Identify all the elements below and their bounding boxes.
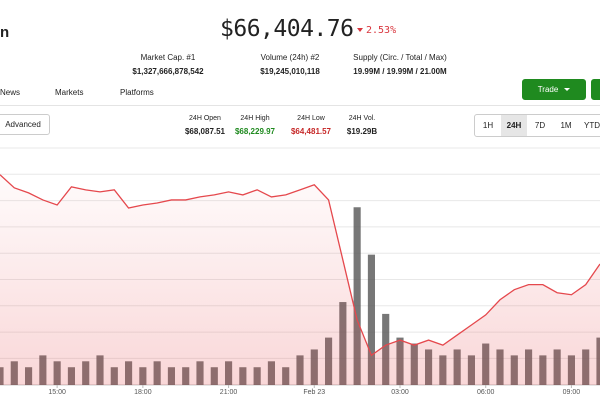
stat-label: Volume (24h) #2: [260, 53, 320, 62]
trade-button[interactable]: Trade: [522, 79, 586, 100]
volume-bar: [367, 254, 375, 385]
ohlc-stat: 24H Vol. $19.29B: [332, 115, 392, 136]
tab[interactable]: Platforms: [120, 88, 154, 97]
stat-value: $19,245,010,118: [260, 67, 320, 76]
range-button[interactable]: YTD: [584, 121, 600, 130]
tab[interactable]: Markets: [55, 88, 84, 97]
ohlc-stat: 24H Open $68,087.51: [175, 115, 235, 136]
ohlc-value: $68,229.97: [234, 127, 276, 136]
range-button[interactable]: 1M: [560, 121, 572, 130]
divider: [0, 105, 600, 106]
price-line: [0, 174, 600, 357]
ohlc-stat: 24H Low $64,481.57: [281, 115, 341, 136]
range-button[interactable]: 1H: [482, 121, 494, 130]
ohlc-label: 24H High: [240, 115, 270, 122]
advanced-button[interactable]: Advanced: [0, 114, 50, 135]
stat-value: 19.99M / 19.99M / 21.00M: [353, 67, 447, 76]
x-tick-label: 09:00: [563, 389, 581, 396]
x-tick-label: 21:00: [220, 389, 238, 396]
price-change: 2.53%: [366, 25, 397, 36]
x-tick-label: 15:00: [48, 389, 66, 396]
range-button[interactable]: 7D: [534, 121, 546, 130]
stat: Supply (Circ. / Total / Max) 19.99M / 19.…: [330, 53, 470, 76]
ohlc-value: $19.29B: [346, 127, 378, 136]
stat-label: Supply (Circ. / Total / Max): [353, 53, 447, 62]
volume-bar: [353, 207, 361, 385]
secondary-button[interactable]: [591, 79, 600, 100]
price-area: [0, 174, 600, 385]
ohlc-label: 24H Low: [297, 115, 325, 122]
caret-icon: [564, 87, 571, 91]
button-label: Trade: [537, 85, 559, 94]
ohlc-value: $64,481.57: [290, 127, 332, 136]
current-price: $66,404.76: [220, 16, 354, 42]
ohlc-value: $68,087.51: [184, 127, 226, 136]
range-button[interactable]: 24H: [501, 115, 527, 136]
logo-text: n: [0, 24, 10, 41]
ohlc-stat: 24H High $68,229.97: [225, 115, 285, 136]
range-selector: 1H 24H 7D 1M YTD: [474, 114, 600, 137]
x-tick-label: 18:00: [134, 389, 152, 396]
stat-label: Market Cap. #1: [140, 53, 196, 62]
x-tick-label: 06:00: [477, 389, 495, 396]
stat: Volume (24h) #2 $19,245,010,118: [220, 53, 360, 76]
x-tick-label: 03:00: [391, 389, 409, 396]
ohlc-label: 24H Open: [189, 115, 221, 122]
x-tick-label: Feb 23: [303, 389, 325, 396]
stat: Market Cap. #1 $1,327,666,878,542: [98, 53, 238, 76]
stat-value: $1,327,666,878,542: [132, 67, 204, 76]
down-arrow-icon: [357, 28, 363, 32]
tab[interactable]: News: [0, 88, 21, 97]
ohlc-label: 24H Vol.: [348, 115, 376, 122]
